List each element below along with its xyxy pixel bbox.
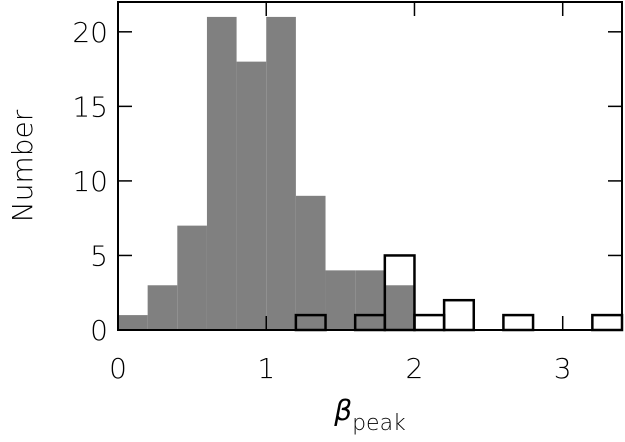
histogram-bar xyxy=(413,313,446,332)
x-tick-label: 3 xyxy=(554,352,572,385)
y-tick-label: 5 xyxy=(90,239,108,272)
histogram-bar xyxy=(325,270,356,330)
x-axis-label: βpeak xyxy=(333,394,406,436)
x-tick-label: 2 xyxy=(406,352,424,385)
x-tick-label: 0 xyxy=(109,352,127,385)
histogram-bar xyxy=(442,298,476,332)
histogram-bar xyxy=(236,61,267,331)
histogram-bar xyxy=(266,16,296,331)
histogram-bar xyxy=(177,225,207,330)
x-axis-subscript: peak xyxy=(352,411,406,436)
histogram-bar xyxy=(502,313,535,332)
y-tick-label: 0 xyxy=(90,314,108,347)
y-tick-label: 20 xyxy=(72,16,108,49)
histogram-bar xyxy=(206,16,237,331)
y-tick-label: 15 xyxy=(72,90,108,123)
x-tick-label: 1 xyxy=(257,352,275,385)
y-tick-label: 10 xyxy=(72,165,108,198)
y-axis-label: Number xyxy=(6,109,39,222)
histogram-bar xyxy=(118,315,148,330)
histogram-bar xyxy=(147,285,178,330)
histogram-bar xyxy=(384,285,415,330)
histogram-bar xyxy=(295,195,326,330)
histogram-bar xyxy=(355,270,385,330)
plot-frame xyxy=(117,1,623,331)
x-axis-symbol: β xyxy=(333,394,352,427)
histogram-bar xyxy=(591,313,624,332)
